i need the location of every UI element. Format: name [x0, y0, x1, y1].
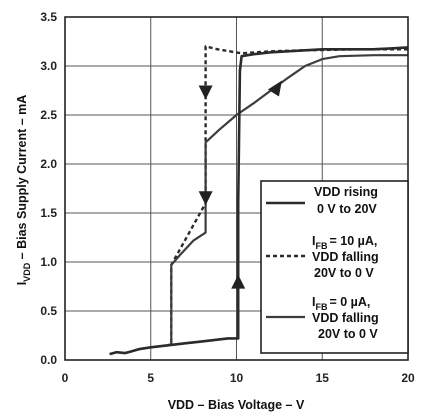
- legend-label-rising-1: VDD rising: [314, 185, 378, 199]
- direction-arrows: [198, 80, 282, 289]
- x-axis-label: VDD – Bias Voltage – V: [168, 398, 305, 412]
- x-tick-label: 20: [401, 371, 415, 385]
- legend-ifb0-sub: FB: [315, 302, 327, 312]
- legend-box: [260, 180, 409, 354]
- x-tick-label: 0: [62, 371, 69, 385]
- direction-arrow-marker: [231, 274, 246, 289]
- legend-ifb10-rest: = 10 µA,: [329, 234, 377, 248]
- legend-label-ifb0-3: 20V to 0 V: [318, 327, 378, 341]
- series-layer: [109, 45, 409, 356]
- y-tick-label: 1.5: [40, 206, 57, 220]
- direction-arrow-marker: [267, 80, 282, 97]
- series-line-vdd-rising: [109, 46, 409, 356]
- grid-lines: [65, 17, 408, 360]
- y-axis-label-i: I: [15, 282, 29, 285]
- y-axis-label: IVDD – Bias Supply Current – mA: [15, 95, 32, 286]
- legend-label-ifb0-1: IFB = 0 µA,: [312, 295, 370, 312]
- legend-label-ifb10-2: VDD falling: [312, 250, 379, 264]
- series-line-ifb-0ua-falling: [167, 54, 408, 347]
- y-tick-label: 1.0: [40, 255, 57, 269]
- y-tick-label: 3.0: [40, 59, 57, 73]
- y-tick-label: 3.5: [40, 10, 57, 24]
- x-tick-label: 10: [230, 371, 244, 385]
- legend-label-ifb0-2: VDD falling: [312, 311, 379, 325]
- y-tick-label: 2.0: [40, 157, 57, 171]
- legend-ifb0-i: I: [312, 295, 315, 309]
- legend-label-ifb10-1: IFB = 10 µA,: [312, 234, 377, 251]
- x-tick-label: 15: [316, 371, 330, 385]
- legend-ifb0-rest: = 0 µA,: [329, 295, 370, 309]
- x-tick-label: 5: [147, 371, 154, 385]
- legend-label-rising-2: 0 V to 20V: [317, 202, 377, 216]
- legend-label-ifb10-3: 20V to 0 V: [314, 266, 374, 280]
- y-tick-label: 2.5: [40, 108, 57, 122]
- legend-ifb10-i: I: [312, 234, 315, 248]
- y-tick-label: 0.5: [40, 304, 57, 318]
- y-axis-label-sub: VDD: [22, 262, 32, 282]
- y-axis-label-rest: – Bias Supply Current – mA: [15, 95, 29, 263]
- legend: VDD rising 0 V to 20V IFB = 10 µA, VDD fa…: [260, 180, 409, 354]
- y-tick-label: 0.0: [40, 353, 57, 367]
- direction-arrow-marker: [198, 191, 213, 206]
- legend-ifb10-sub: FB: [315, 241, 327, 251]
- tick-labels: 0 5 10 15 20 0.0 0.5 1.0 1.5 2.0 2.5 3.0 3.5: [40, 10, 415, 385]
- direction-arrow-marker: [198, 85, 213, 100]
